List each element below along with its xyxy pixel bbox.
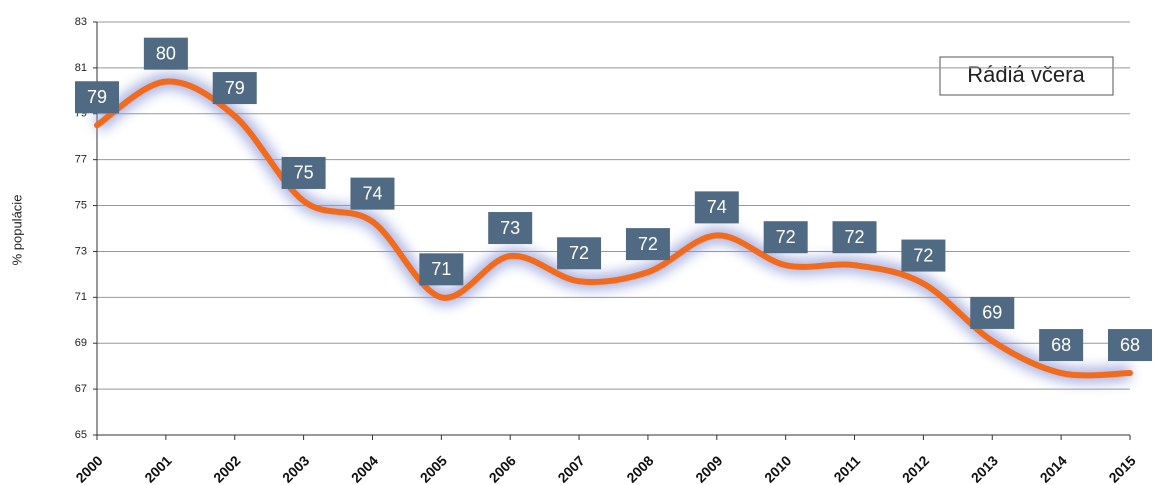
value-label: 79 (225, 78, 245, 98)
value-label: 80 (156, 43, 176, 63)
y-tick-label: 75 (75, 199, 87, 211)
value-label: 72 (845, 227, 865, 247)
value-label: 75 (294, 163, 314, 183)
value-label-box (281, 156, 326, 189)
y-tick-label: 77 (75, 154, 87, 166)
value-label-box (763, 221, 808, 254)
value-label-box (557, 237, 602, 270)
y-tick-label: 81 (75, 62, 87, 74)
value-label-box (143, 37, 188, 70)
x-tick-label: 2004 (348, 452, 381, 485)
legend-box (939, 56, 1114, 96)
legend-text: Rádiá včera (967, 62, 1085, 87)
x-tick-label: 2003 (279, 452, 312, 485)
value-label-box (75, 81, 119, 114)
value-label: 72 (638, 234, 658, 254)
value-label: 72 (776, 227, 796, 247)
y-tick-label: 71 (75, 291, 87, 303)
y-tick-label: 73 (75, 245, 87, 257)
x-tick-label: 2002 (210, 452, 243, 485)
value-label: 74 (707, 197, 727, 217)
value-label: 79 (87, 87, 107, 107)
value-label-box (1039, 329, 1084, 362)
value-label: 74 (362, 183, 382, 203)
x-tick-label: 2011 (830, 452, 863, 485)
x-tick-label: 2009 (692, 452, 725, 485)
value-label-box (832, 221, 877, 254)
value-label: 71 (431, 259, 451, 279)
x-tick-label: 2012 (899, 452, 932, 485)
value-label-box (350, 177, 395, 210)
x-tick-label: 2000 (72, 452, 105, 485)
value-label-box (694, 191, 739, 224)
value-label-box (901, 239, 946, 272)
y-tick-label: 69 (75, 337, 87, 349)
value-label: 68 (1120, 335, 1140, 355)
y-tick-label: 67 (75, 383, 87, 395)
x-tick-label: 2008 (623, 452, 656, 485)
value-label-box (1108, 329, 1152, 362)
value-label: 73 (500, 218, 520, 238)
x-tick-label: 2010 (761, 452, 794, 485)
value-label: 69 (982, 303, 1002, 323)
y-tick-label: 65 (75, 429, 87, 441)
x-tick-label: 2006 (486, 452, 519, 485)
x-tick-label: 2013 (968, 452, 1001, 485)
line (94, 78, 1133, 379)
y-tick-label: 83 (75, 16, 87, 28)
x-tick-label: 2015 (1105, 452, 1138, 485)
value-label-box (488, 212, 533, 245)
x-tick-label: 2001 (141, 452, 174, 485)
y-axis-label: % populácie (9, 195, 24, 266)
value-label-box (625, 228, 670, 261)
x-tick-label: 2005 (417, 452, 450, 485)
value-label: 72 (569, 243, 589, 263)
line-glow (92, 73, 1131, 384)
value-label: 72 (913, 245, 933, 265)
value-label-box (419, 253, 464, 286)
value-label-box (212, 72, 257, 105)
value-label-box (970, 296, 1015, 329)
value-label: 68 (1051, 335, 1071, 355)
x-tick-label: 2007 (554, 452, 587, 485)
x-tick-label: 2014 (1037, 452, 1070, 485)
